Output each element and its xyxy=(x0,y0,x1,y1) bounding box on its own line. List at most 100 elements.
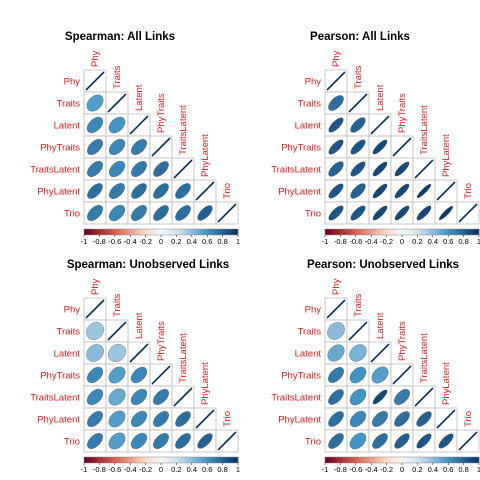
colorbar-segment xyxy=(207,457,211,463)
colorbar-tick-label: -0.8 xyxy=(93,465,106,474)
column-label: Trio xyxy=(463,411,474,427)
colorbar-segment xyxy=(445,229,449,235)
column-label: Latent xyxy=(134,84,145,111)
colorbar-segment xyxy=(163,229,167,235)
colorbar-segment xyxy=(194,229,198,235)
colorbar-segment xyxy=(419,457,423,463)
colorbar-segment xyxy=(94,457,98,463)
colorbar-segment xyxy=(404,229,408,235)
correlation-ellipse xyxy=(130,432,148,450)
colorbar-segment xyxy=(196,229,200,235)
colorbar-segment xyxy=(471,229,475,235)
colorbar-segment xyxy=(176,229,180,235)
correlation-ellipse xyxy=(153,183,169,199)
colorbar-segment xyxy=(391,229,395,235)
colorbar-segment xyxy=(335,229,339,235)
colorbar-segment xyxy=(212,229,216,235)
correlation-ellipse xyxy=(131,139,147,155)
colorbar-segment xyxy=(394,457,398,463)
column-label: TraitsLatent xyxy=(178,333,189,383)
correlation-ellipse xyxy=(394,389,410,405)
colorbar-segment xyxy=(394,229,398,235)
colorbar-tick-label: -0.2 xyxy=(139,465,152,474)
colorbar-segment xyxy=(153,229,157,235)
colorbar-segment xyxy=(468,229,472,235)
correlation-ellipse xyxy=(372,411,388,427)
colorbar-segment xyxy=(363,229,367,235)
colorbar-segment xyxy=(86,457,90,463)
colorbar-segment xyxy=(104,457,108,463)
colorbar-segment xyxy=(135,229,139,235)
row-label: Phy xyxy=(64,305,81,316)
colorbar-segment xyxy=(140,457,144,463)
colorbar-segment xyxy=(125,457,129,463)
correlation-panel: Pearson: Unobserved LinksPhyTraitsLatent… xyxy=(271,259,480,474)
column-label: Trio xyxy=(222,411,233,427)
colorbar-segment xyxy=(345,457,349,463)
correlation-ellipse xyxy=(175,183,191,199)
colorbar-segment xyxy=(430,457,434,463)
correlation-ellipse xyxy=(416,411,432,427)
colorbar-tick-label: -1 xyxy=(322,465,329,474)
colorbar-segment xyxy=(99,229,103,235)
colorbar-segment xyxy=(178,457,182,463)
colorbar-segment xyxy=(114,457,118,463)
correlation-ellipse xyxy=(108,366,126,384)
colorbar-segment xyxy=(204,457,208,463)
correlation-ellipse xyxy=(349,410,367,428)
diagonal-mark xyxy=(370,343,390,363)
colorbar-segment xyxy=(204,229,208,235)
correlation-ellipse xyxy=(131,183,147,199)
colorbar-tick-label: 0 xyxy=(159,237,163,246)
correlation-ellipse xyxy=(349,344,367,362)
correlation-ellipse xyxy=(350,183,366,199)
colorbar-segment xyxy=(432,229,436,235)
colorbar-segment xyxy=(107,229,111,235)
column-label: Traits xyxy=(353,65,364,89)
colorbar-segment xyxy=(389,457,393,463)
colorbar-segment xyxy=(425,229,429,235)
colorbar-tick-label: 0.4 xyxy=(428,465,438,474)
colorbar-segment xyxy=(220,457,223,463)
column-label: Phy xyxy=(90,50,101,67)
colorbar-segment xyxy=(235,457,239,463)
colorbar-segment xyxy=(84,457,87,463)
row-label: Latent xyxy=(54,121,81,132)
colorbar-tick-label: 1 xyxy=(477,465,480,474)
colorbar-segment xyxy=(220,229,223,235)
colorbar-segment xyxy=(417,457,421,463)
colorbar-segment xyxy=(119,457,123,463)
row-label: PhyTraits xyxy=(281,371,321,382)
diagonal-mark xyxy=(217,431,237,451)
colorbar-segment xyxy=(399,457,403,463)
correlation-ellipse xyxy=(328,389,344,405)
colorbar-segment xyxy=(178,229,182,235)
row-label: PhyTraits xyxy=(281,143,321,154)
colorbar-segment xyxy=(412,229,416,235)
colorbar-segment xyxy=(227,229,231,235)
column-label: PhyLatent xyxy=(441,362,452,405)
colorbar-segment xyxy=(407,457,411,463)
row-label: TraitsLatent xyxy=(271,165,321,176)
colorbar-segment xyxy=(137,229,141,235)
colorbar-segment xyxy=(127,457,131,463)
colorbar-segment xyxy=(384,229,387,235)
colorbar-segment xyxy=(458,457,462,463)
colorbar-tick-label: -0.6 xyxy=(108,237,121,246)
colorbar-segment xyxy=(466,229,470,235)
correlation-ellipse xyxy=(416,433,432,449)
colorbar-segment xyxy=(94,229,98,235)
diagonal-mark xyxy=(85,71,105,91)
colorbar-segment xyxy=(330,229,334,235)
colorbar-segment xyxy=(202,457,206,463)
colorbar-segment xyxy=(378,457,382,463)
colorbar-tick-label: -0.2 xyxy=(380,237,393,246)
colorbar-segment xyxy=(455,229,459,235)
colorbar-segment xyxy=(363,457,367,463)
colorbar-tick-label: 0.2 xyxy=(412,465,422,474)
colorbar-tick-label: -0.4 xyxy=(124,465,137,474)
colorbar-segment xyxy=(148,457,152,463)
column-label: Latent xyxy=(375,84,386,111)
diagonal-mark xyxy=(348,93,368,113)
